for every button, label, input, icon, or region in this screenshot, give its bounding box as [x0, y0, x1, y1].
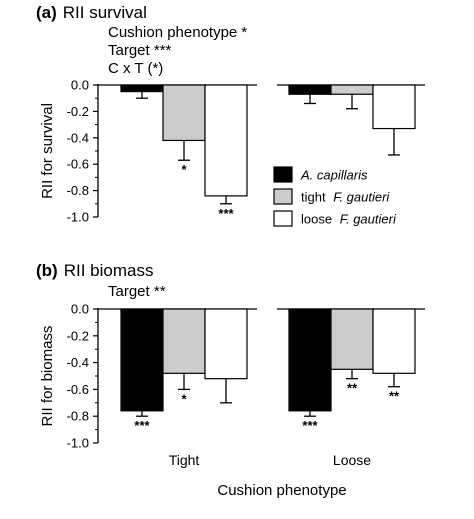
bar [120, 308, 164, 412]
category-label: Tight [169, 452, 200, 468]
stats-line: Target ** [108, 283, 166, 300]
significance-label: ** [347, 381, 358, 396]
bar [204, 308, 248, 380]
bar [372, 84, 416, 130]
y-tick-label: -1.0 [67, 210, 89, 225]
panel-title: (a) RII survival [36, 3, 147, 22]
significance-label: *** [218, 206, 234, 221]
significance-label: ** [389, 389, 400, 404]
y-tick-label: 0.0 [71, 78, 89, 93]
legend-swatch [273, 210, 293, 227]
panel-letter: (b) [36, 261, 58, 280]
legend-label-species: A. capillaris [300, 168, 368, 183]
significance-label: *** [134, 418, 150, 433]
legend-swatch [273, 166, 293, 183]
legend-swatch [273, 188, 293, 205]
significance-label: * [181, 391, 187, 406]
y-tick-label: -0.4 [67, 130, 89, 145]
stats-line: C x T (*) [108, 60, 163, 77]
panel-title-text: RII survival [63, 3, 147, 22]
y-tick-label: -0.2 [67, 104, 89, 119]
y-tick-label: 0.0 [71, 302, 89, 317]
bar [372, 308, 416, 374]
stats-line: Target *** [108, 42, 172, 59]
y-tick-label: -0.2 [67, 328, 89, 343]
stats-line: Cushion phenotype * [108, 24, 247, 41]
y-tick-label: -0.6 [67, 382, 89, 397]
x-axis-label: Cushion phenotype [217, 482, 346, 499]
legend-label-prefix: loose [301, 212, 336, 227]
bar [330, 84, 374, 95]
bar [330, 308, 374, 370]
bar [288, 84, 332, 95]
legend-label: tight F. gautieri [301, 190, 390, 205]
y-tick-label: -0.6 [67, 157, 89, 172]
legend-label: loose F. gautieri [301, 212, 397, 227]
legend-label: A. capillaris [300, 168, 368, 183]
legend-label-prefix: tight [301, 190, 329, 205]
y-axis-label: RII for survival [39, 103, 56, 199]
bar [288, 308, 332, 412]
panel-b: (b) RII biomass Target ** 0.0 -0.2 -0.4 -0.6 -0… [36, 261, 425, 468]
panel-a: (a) RII survival Cushion phenotype *Target… [36, 3, 425, 225]
panel-title-text: RII biomass [64, 261, 154, 280]
bar [204, 84, 248, 197]
y-tick-label: -1.0 [67, 436, 89, 451]
legend-label-species: F. gautieri [333, 190, 390, 205]
legend-label-species: F. gautieri [340, 212, 397, 227]
significance-label: * [181, 162, 187, 177]
category-label: Loose [333, 452, 371, 468]
bar [162, 84, 206, 142]
y-tick-label: -0.4 [67, 355, 89, 370]
bar [162, 308, 206, 374]
bar [120, 84, 164, 93]
y-tick-label: -0.8 [67, 409, 89, 424]
panel-letter: (a) [36, 3, 57, 22]
significance-label: *** [302, 418, 318, 433]
y-tick-label: -0.8 [67, 183, 89, 198]
panel-title: (b) RII biomass [36, 261, 153, 280]
y-axis-label: RII for biomass [39, 326, 56, 427]
